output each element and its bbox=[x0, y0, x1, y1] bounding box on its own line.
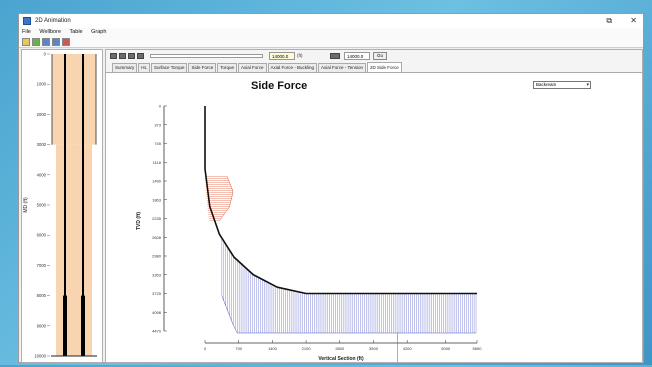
tab-side-force[interactable]: Side Force bbox=[188, 63, 217, 72]
menu-bar: File Wellbore Table Graph bbox=[19, 28, 643, 37]
go-button[interactable]: Go bbox=[373, 52, 388, 60]
y-tick-label: 1863 bbox=[152, 197, 162, 202]
x-tick-label: 700 bbox=[235, 346, 242, 351]
annulus-upper bbox=[52, 54, 96, 145]
tab-axial-force[interactable]: Axial Force bbox=[238, 63, 267, 72]
y-tick-label: 2235 bbox=[152, 216, 162, 221]
x-tick-label: 0 bbox=[204, 346, 207, 351]
schematic-tick-label: 0 bbox=[44, 52, 47, 57]
app-icon bbox=[23, 17, 31, 25]
depth-slider[interactable] bbox=[150, 54, 263, 58]
x-tick-label: 4200 bbox=[403, 346, 413, 351]
pipe-right-wall bbox=[82, 54, 84, 356]
y-tick-label: 4470 bbox=[152, 329, 162, 334]
schematic-tick-label: 9000 bbox=[37, 323, 47, 328]
schematic-tick-label: 5000 bbox=[37, 203, 47, 208]
menu-graph[interactable]: Graph bbox=[91, 29, 107, 35]
pipe-left-wall bbox=[64, 54, 66, 356]
schematic-tick-label: 4000 bbox=[37, 172, 47, 177]
open-icon[interactable] bbox=[22, 38, 30, 46]
menu-table[interactable]: Table bbox=[69, 29, 83, 35]
goto-depth-field[interactable]: 14000.0 bbox=[344, 52, 370, 60]
upper-side-force-hatch bbox=[205, 176, 233, 221]
schematic-tick-label: 8000 bbox=[37, 293, 47, 298]
annulus-lower bbox=[56, 144, 92, 356]
first-frame-button[interactable] bbox=[110, 53, 117, 59]
close-icon[interactable]: ✕ bbox=[630, 16, 637, 25]
schematic-tick-label: 1000 bbox=[37, 82, 47, 87]
x-tick-label: 5000 bbox=[441, 346, 451, 351]
prev-frame-button[interactable] bbox=[119, 53, 126, 59]
goto-icon[interactable] bbox=[330, 53, 340, 59]
well-schematic-panel: MD (ft) 0 1000 2000 3000 4000 5000 6000 7000 8000… bbox=[21, 49, 103, 363]
y-tick-label: 3353 bbox=[152, 272, 162, 277]
bha-left bbox=[63, 295, 67, 356]
y-tick-label: 745 bbox=[154, 141, 161, 146]
y-tick-label: 4098 bbox=[152, 310, 162, 315]
schematic-tick-label: 6000 bbox=[37, 233, 47, 238]
toolbar bbox=[19, 37, 643, 48]
x-tick-label: 2800 bbox=[335, 346, 345, 351]
tab-summary[interactable]: Summary bbox=[112, 63, 138, 72]
x-tick-label: 5650 bbox=[473, 346, 483, 351]
app-window: 2D Animation ⧉ ✕ File Wellbore Table Gra… bbox=[18, 13, 644, 367]
tab-2d-side-force[interactable]: 2D Side Force bbox=[366, 62, 402, 72]
y-tick-label: 373 bbox=[154, 122, 161, 127]
schematic-y-axis-label: MD (ft) bbox=[23, 197, 29, 213]
bha-right bbox=[81, 295, 85, 356]
menu-wellbore[interactable]: Wellbore bbox=[39, 29, 62, 35]
restore-icon[interactable]: ⧉ bbox=[606, 16, 613, 25]
save-icon[interactable] bbox=[42, 38, 50, 46]
x-axis-label: Vertical Section (ft) bbox=[318, 356, 364, 362]
chart-title: Side Force bbox=[251, 80, 307, 92]
window-title: 2D Animation bbox=[35, 18, 71, 24]
x-tick-label: 1400 bbox=[268, 346, 278, 351]
y-tick-label: 2608 bbox=[152, 235, 162, 240]
dropdown-selected: Backream bbox=[536, 82, 557, 87]
export-icon[interactable] bbox=[32, 38, 40, 46]
chart-panel: 14000.0 (ft) 14000.0 Go Summary HL Surfa… bbox=[105, 49, 643, 367]
y-tick-label: 0 bbox=[159, 104, 162, 109]
menu-file[interactable]: File bbox=[22, 29, 31, 35]
lower-side-force-hatch bbox=[221, 238, 477, 333]
y-axis-label: TVD (ft) bbox=[136, 212, 142, 230]
well-trajectory-line bbox=[204, 106, 477, 295]
tab-bar: Summary HL Surface Torque Side Force Tor… bbox=[106, 62, 642, 73]
schematic-tick-label: 3000 bbox=[37, 142, 47, 147]
well-schematic: MD (ft) 0 1000 2000 3000 4000 5000 6000 7000 8000… bbox=[23, 52, 97, 359]
depth-unit-label: (ft) bbox=[297, 53, 303, 58]
tab-axial-force-tension[interactable]: Axial Force - Tension bbox=[318, 63, 366, 72]
schematic-tick-label: 7000 bbox=[37, 263, 47, 268]
chart-area: Side Force 0 373 745 1118 1490 1863 2235 2608 298… bbox=[106, 73, 642, 367]
lower-side-force-envelope bbox=[221, 295, 477, 334]
upper-side-force-envelope bbox=[219, 176, 234, 221]
tab-axial-force-buckling[interactable]: Axial Force - Buckling bbox=[267, 63, 318, 72]
y-tick-label: 3725 bbox=[152, 291, 162, 296]
x-tick-label: 3500 bbox=[369, 346, 379, 351]
trip-mode-dropdown[interactable]: Backream ▾ bbox=[533, 81, 591, 89]
play-button[interactable] bbox=[128, 53, 135, 59]
y-tick-label: 1118 bbox=[153, 160, 162, 165]
tab-surface-torque[interactable]: Surface Torque bbox=[151, 63, 188, 72]
tab-torque[interactable]: Torque bbox=[217, 63, 237, 72]
tab-hl[interactable]: HL bbox=[138, 63, 151, 72]
title-bar: 2D Animation ⧉ ✕ bbox=[19, 14, 643, 28]
print-icon[interactable] bbox=[52, 38, 60, 46]
settings-icon[interactable] bbox=[62, 38, 70, 46]
y-tick-label: 1490 bbox=[152, 179, 162, 184]
side-force-chart: Side Force 0 373 745 1118 1490 1863 2235 2608 298… bbox=[136, 80, 483, 367]
chevron-down-icon: ▾ bbox=[586, 82, 589, 88]
schematic-tick-label: 10000 bbox=[34, 354, 46, 359]
depth-value-field[interactable]: 14000.0 bbox=[269, 52, 295, 60]
schematic-tick-label: 2000 bbox=[37, 112, 47, 117]
x-tick-label: 2100 bbox=[302, 346, 312, 351]
player-controls: 14000.0 (ft) 14000.0 Go bbox=[106, 50, 642, 62]
y-tick-label: 2980 bbox=[152, 254, 162, 259]
next-frame-button[interactable] bbox=[137, 53, 144, 59]
